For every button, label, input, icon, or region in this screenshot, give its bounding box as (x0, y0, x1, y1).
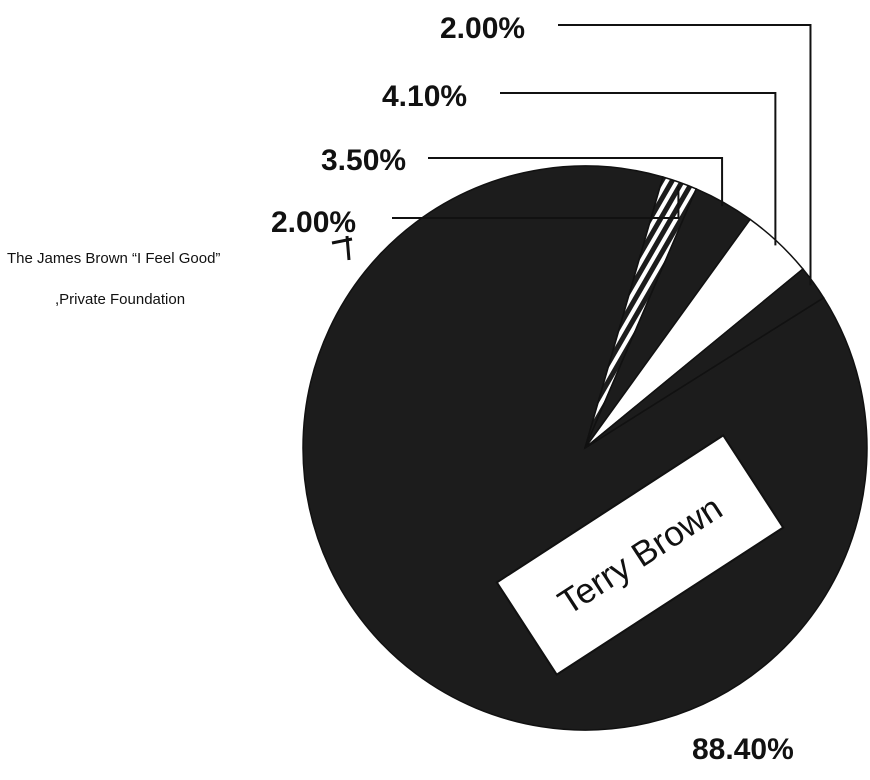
leader-lines (331, 24, 812, 286)
slice-label-foundation: 2.00% (271, 206, 356, 239)
leader-line-3 (500, 92, 777, 246)
slice-label-3-50: 3.50% (321, 144, 406, 177)
slice-label-4-10: 4.10% (382, 80, 467, 113)
annotation-foundation-line1: The James Brown “I Feel Good” (7, 250, 220, 267)
pie-slice-4 (584, 267, 825, 449)
annotation-foundation-line2: ,Private Foundation (55, 291, 185, 308)
leader-line-4 (558, 24, 812, 286)
pie-slices (302, 165, 868, 731)
slice-label-2-00-top: 2.00% (440, 12, 525, 45)
slice-label-terry-brown: 88.40% (692, 733, 794, 766)
annotation-pointer (331, 235, 353, 261)
leader-line-1 (392, 186, 680, 219)
leader-line-2 (428, 157, 724, 207)
